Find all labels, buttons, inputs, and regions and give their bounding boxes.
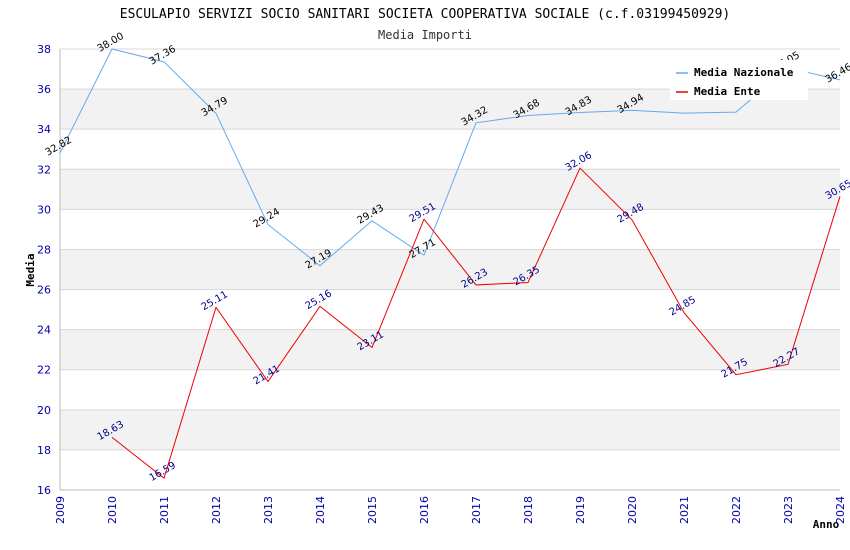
series-line-nazionale xyxy=(59,48,841,267)
band xyxy=(60,449,840,490)
x-tick-label: 2021 xyxy=(678,496,691,524)
series-line-ente xyxy=(111,167,841,480)
gridlines xyxy=(60,48,840,491)
band xyxy=(60,329,840,370)
x-axis-ticks: 2009 2010 2011 2012 2013 2014 2015 2016 2017 2018… xyxy=(54,496,847,524)
x-tick-label: 2012 xyxy=(210,496,223,524)
y-axis-label: Media xyxy=(24,253,37,286)
x-tick-label: 2011 xyxy=(158,496,171,524)
y-tick-label: 34 xyxy=(37,123,51,136)
legend: Media Nazionale Media Ente xyxy=(670,60,808,100)
chart-subtitle: Media Importi xyxy=(378,28,472,42)
legend-box xyxy=(670,60,808,100)
x-tick-label: 2020 xyxy=(626,496,639,524)
x-axis-label: Anno xyxy=(813,518,840,531)
y-tick-label: 24 xyxy=(37,324,51,337)
x-tick-label: 2016 xyxy=(418,496,431,524)
band xyxy=(60,209,840,250)
x-tick-label: 2024 xyxy=(834,496,847,524)
x-tick-label: 2018 xyxy=(522,496,535,524)
y-tick-label: 32 xyxy=(37,163,51,176)
x-tick-label: 2010 xyxy=(106,496,119,524)
band xyxy=(60,249,840,290)
y-tick-label: 30 xyxy=(37,203,51,216)
legend-label-ente: Media Ente xyxy=(694,85,761,98)
x-tick-label: 2019 xyxy=(574,496,587,524)
y-tick-label: 36 xyxy=(37,83,51,96)
x-tick-label: 2022 xyxy=(730,496,743,524)
band xyxy=(60,129,840,170)
x-tick-label: 2013 xyxy=(262,496,275,524)
x-tick-label: 2023 xyxy=(782,496,795,524)
y-tick-label: 18 xyxy=(37,444,51,457)
band xyxy=(60,289,840,330)
background-bands xyxy=(60,49,840,490)
x-tick-label: 2009 xyxy=(54,496,67,524)
x-tick-label: 2017 xyxy=(470,496,483,524)
y-tick-label: 38 xyxy=(37,43,51,56)
band xyxy=(60,369,840,410)
y-tick-label: 28 xyxy=(37,243,51,256)
x-tick-label: 2014 xyxy=(314,496,327,524)
y-tick-label: 20 xyxy=(37,404,51,417)
y-tick-label: 26 xyxy=(37,284,51,297)
y-tick-label: 16 xyxy=(37,484,51,497)
band xyxy=(60,409,840,450)
series-lines xyxy=(59,48,841,480)
y-tick-label: 22 xyxy=(37,364,51,377)
axes xyxy=(59,49,840,491)
y-axis-ticks: 16 18 20 22 24 26 28 30 32 34 36 38 xyxy=(37,43,51,497)
legend-label-nazionale: Media Nazionale xyxy=(694,66,794,79)
chart-title: ESCULAPIO SERVIZI SOCIO SANITARI SOCIETA… xyxy=(120,7,730,22)
x-tick-label: 2015 xyxy=(366,496,379,524)
